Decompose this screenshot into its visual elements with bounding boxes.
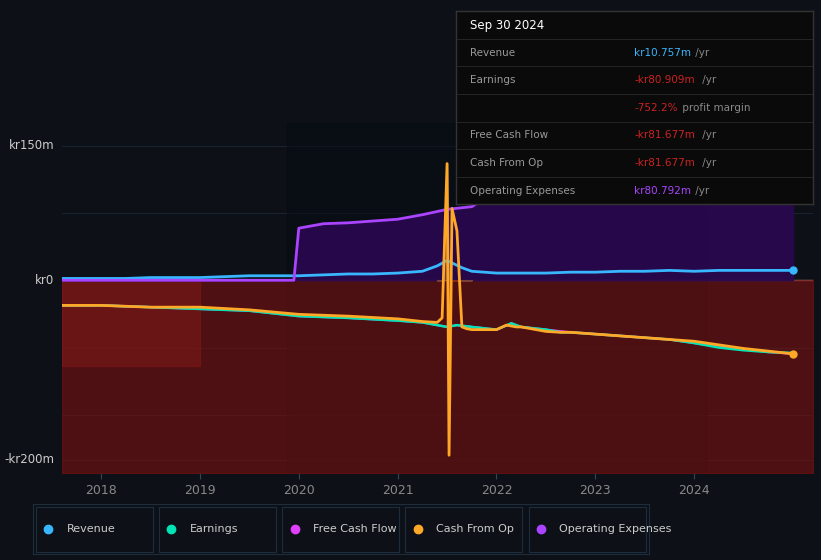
Text: -752.2%: -752.2% (635, 103, 677, 113)
Text: Earnings: Earnings (190, 524, 238, 534)
Text: kr0: kr0 (34, 274, 54, 287)
Text: kr10.757m: kr10.757m (635, 48, 691, 58)
Text: kr80.792m: kr80.792m (635, 185, 691, 195)
Text: Operating Expenses: Operating Expenses (559, 524, 672, 534)
Text: -kr80.909m: -kr80.909m (635, 75, 695, 85)
Text: profit margin: profit margin (679, 103, 750, 113)
Text: /yr: /yr (692, 185, 709, 195)
Text: /yr: /yr (699, 158, 716, 168)
Text: /yr: /yr (692, 48, 709, 58)
Text: /yr: /yr (699, 75, 716, 85)
Text: /yr: /yr (699, 130, 716, 141)
Text: Free Cash Flow: Free Cash Flow (470, 130, 548, 141)
Text: Revenue: Revenue (67, 524, 116, 534)
Text: -kr200m: -kr200m (4, 453, 54, 466)
Text: -kr81.677m: -kr81.677m (635, 158, 695, 168)
Bar (287, 123, 706, 473)
Text: Earnings: Earnings (470, 75, 516, 85)
Text: Free Cash Flow: Free Cash Flow (313, 524, 397, 534)
Text: Revenue: Revenue (470, 48, 515, 58)
Text: kr150m: kr150m (8, 139, 54, 152)
Text: Operating Expenses: Operating Expenses (470, 185, 576, 195)
Text: Cash From Op: Cash From Op (470, 158, 543, 168)
Text: Cash From Op: Cash From Op (436, 524, 514, 534)
Text: Sep 30 2024: Sep 30 2024 (470, 18, 544, 31)
Text: -kr81.677m: -kr81.677m (635, 130, 695, 141)
